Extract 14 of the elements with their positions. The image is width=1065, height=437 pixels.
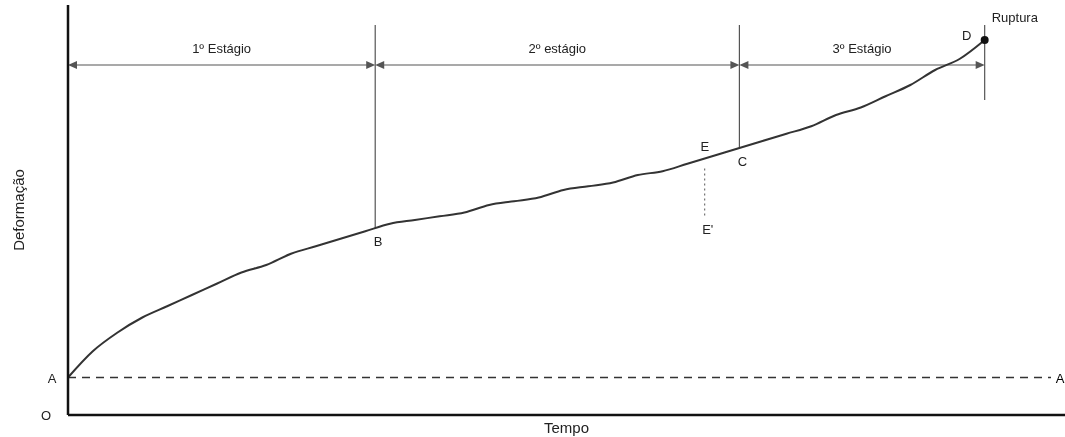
text: A — [47, 370, 57, 386]
text: O — [40, 408, 52, 423]
annotation: B — [373, 234, 383, 250]
annotation: C — [737, 154, 748, 169]
y-axis-title: Deformação — [10, 169, 27, 251]
text: Ruptura — [991, 10, 1039, 25]
annotation: 3º Estágio — [832, 41, 892, 56]
annotation: E' — [702, 221, 714, 237]
x-axis-title: Tempo — [543, 419, 590, 436]
annotation: 1º Estágio — [192, 41, 252, 56]
annotation: 2º estágio — [528, 41, 587, 56]
annotation: D — [961, 28, 972, 43]
ref-line-label: A — [1055, 370, 1065, 386]
annotation: E — [700, 138, 710, 154]
